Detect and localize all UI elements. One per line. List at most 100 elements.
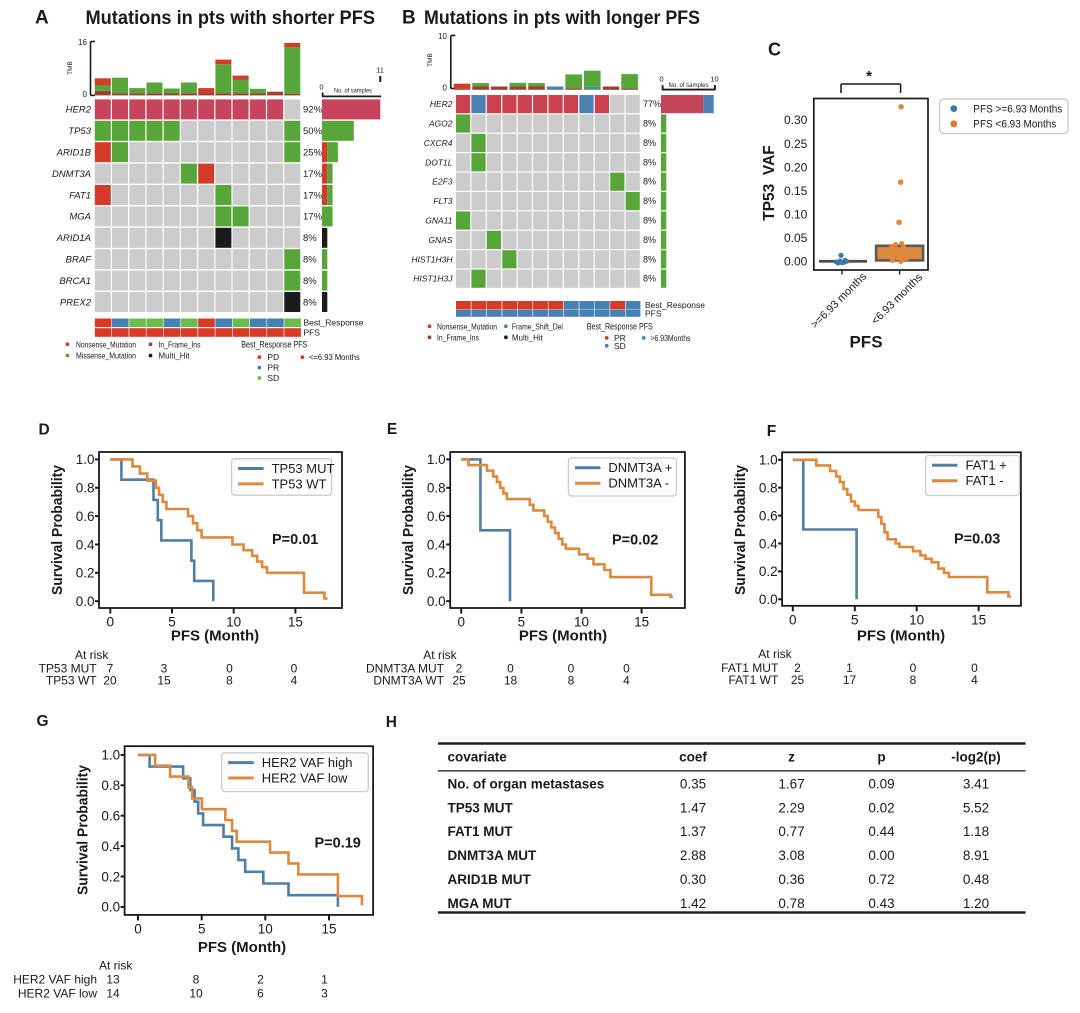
svg-text:4: 4 xyxy=(291,673,298,687)
svg-text:0.36: 0.36 xyxy=(778,872,804,887)
svg-text:DNMT3A MUT: DNMT3A MUT xyxy=(366,662,445,676)
svg-text:0.4: 0.4 xyxy=(101,839,120,854)
svg-text:8%: 8% xyxy=(643,119,656,129)
svg-text:0.25: 0.25 xyxy=(784,137,808,151)
svg-text:PFS >=6.93 Months: PFS >=6.93 Months xyxy=(973,103,1062,115)
svg-text:0: 0 xyxy=(457,615,465,630)
svg-text:PFS (Month): PFS (Month) xyxy=(171,628,259,645)
svg-text:SD: SD xyxy=(614,341,626,351)
svg-text:92%: 92% xyxy=(303,105,323,116)
svg-text:0: 0 xyxy=(134,921,142,936)
svg-text:z: z xyxy=(788,750,795,765)
svg-text:PFS <6.93 Months: PFS <6.93 Months xyxy=(973,118,1056,130)
svg-text:GNAS: GNAS xyxy=(428,235,452,245)
svg-text:8%: 8% xyxy=(643,138,656,148)
svg-text:TP53 WT: TP53 WT xyxy=(272,476,327,491)
svg-text:6: 6 xyxy=(257,987,264,1001)
svg-text:10: 10 xyxy=(574,615,589,630)
svg-text:At risk: At risk xyxy=(423,648,457,662)
svg-text:0.72: 0.72 xyxy=(868,872,894,887)
svg-text:0: 0 xyxy=(568,662,575,676)
svg-text:0.77: 0.77 xyxy=(778,824,804,839)
svg-text:TP53 WT: TP53 WT xyxy=(46,673,97,687)
svg-text:15: 15 xyxy=(288,615,303,630)
svg-text:Mutations in pts with longer P: Mutations in pts with longer PFS xyxy=(424,7,700,29)
svg-text:P=0.01: P=0.01 xyxy=(272,532,318,548)
svg-text:B: B xyxy=(402,8,416,29)
svg-text:p: p xyxy=(877,750,885,765)
svg-text:Multi_Hit: Multi_Hit xyxy=(512,332,544,342)
svg-text:C: C xyxy=(768,40,781,60)
svg-text:<=6.93 Months: <=6.93 Months xyxy=(309,352,360,362)
svg-text:HIST1H3H: HIST1H3H xyxy=(411,254,453,264)
svg-text:H: H xyxy=(386,714,397,731)
svg-text:FAT1 WT: FAT1 WT xyxy=(729,673,779,687)
svg-text:0.00: 0.00 xyxy=(868,848,894,863)
svg-text:1.37: 1.37 xyxy=(680,824,706,839)
svg-text:At risk: At risk xyxy=(75,648,109,662)
svg-text:8%: 8% xyxy=(303,276,317,287)
svg-text:0: 0 xyxy=(910,661,917,675)
svg-text:ARID1B MUT: ARID1B MUT xyxy=(448,872,532,887)
svg-text:MGA: MGA xyxy=(69,212,91,223)
svg-text:No. of organ metastases: No. of organ metastases xyxy=(448,776,605,791)
svg-text:FAT1: FAT1 xyxy=(69,190,91,201)
svg-text:0.0: 0.0 xyxy=(76,594,95,609)
svg-text:0: 0 xyxy=(659,75,663,84)
svg-text:DNMT3A: DNMT3A xyxy=(52,169,91,180)
svg-text:10: 10 xyxy=(189,987,203,1001)
svg-text:In_Frame_Ins: In_Frame_Ins xyxy=(437,332,479,342)
svg-text:FAT1 MUT: FAT1 MUT xyxy=(721,661,779,675)
svg-text:FAT1 +: FAT1 + xyxy=(966,458,1007,473)
svg-text:BRAF: BRAF xyxy=(66,255,93,266)
svg-text:15: 15 xyxy=(157,673,171,687)
svg-text:8%: 8% xyxy=(643,216,656,226)
svg-text:FLT3: FLT3 xyxy=(433,196,452,206)
svg-text:5: 5 xyxy=(518,615,526,630)
svg-text:AGO2: AGO2 xyxy=(428,119,453,129)
svg-text:25: 25 xyxy=(791,673,805,687)
svg-text:4: 4 xyxy=(971,673,978,687)
svg-text:8: 8 xyxy=(568,673,575,687)
svg-text:Best_Response: Best_Response xyxy=(645,300,705,310)
svg-text:0.0: 0.0 xyxy=(101,900,120,915)
svg-text:0.8: 0.8 xyxy=(76,481,95,496)
svg-text:25: 25 xyxy=(452,673,466,687)
svg-text:0.2: 0.2 xyxy=(759,564,778,579)
svg-text:No. of samples: No. of samples xyxy=(334,89,372,95)
svg-text:ARID1B: ARID1B xyxy=(56,148,92,159)
svg-text:20: 20 xyxy=(103,673,117,687)
svg-text:0.43: 0.43 xyxy=(868,896,894,911)
svg-text:0: 0 xyxy=(107,615,115,630)
svg-text:7: 7 xyxy=(107,662,114,676)
svg-text:0.30: 0.30 xyxy=(784,113,808,127)
svg-text:0.0: 0.0 xyxy=(759,592,778,607)
svg-text:1: 1 xyxy=(321,972,328,986)
svg-text:3: 3 xyxy=(321,987,328,1001)
svg-text:50%: 50% xyxy=(303,126,323,137)
svg-text:17%: 17% xyxy=(303,169,323,180)
svg-text:HER2 VAF low: HER2 VAF low xyxy=(262,770,348,785)
svg-text:0.35: 0.35 xyxy=(680,776,706,791)
svg-text:TP53: TP53 xyxy=(68,126,91,137)
svg-text:Best_Response PFS: Best_Response PFS xyxy=(241,339,307,349)
svg-text:*: * xyxy=(866,68,872,85)
svg-text:Mutations in pts with shorter: Mutations in pts with shorter PFS xyxy=(86,7,376,29)
svg-text:Best_Response PFS: Best_Response PFS xyxy=(587,321,653,331)
svg-text:0.15: 0.15 xyxy=(784,184,808,198)
svg-text:TP53 VAF: TP53 VAF xyxy=(761,145,778,221)
svg-text:77%: 77% xyxy=(643,99,661,109)
svg-text:8%: 8% xyxy=(643,274,656,284)
svg-text:0.8: 0.8 xyxy=(427,481,446,496)
svg-text:8: 8 xyxy=(193,972,200,986)
svg-text:PFS: PFS xyxy=(645,309,662,319)
svg-text:0: 0 xyxy=(623,662,630,676)
svg-text:F: F xyxy=(767,423,776,440)
svg-text:0.09: 0.09 xyxy=(868,776,894,791)
svg-text:E2F3: E2F3 xyxy=(432,177,453,187)
svg-text:Survival Probability: Survival Probability xyxy=(400,464,417,595)
svg-text:16: 16 xyxy=(78,38,87,47)
svg-text:1.67: 1.67 xyxy=(778,776,804,791)
svg-text:8%: 8% xyxy=(303,233,317,244)
svg-text:8: 8 xyxy=(226,673,233,687)
